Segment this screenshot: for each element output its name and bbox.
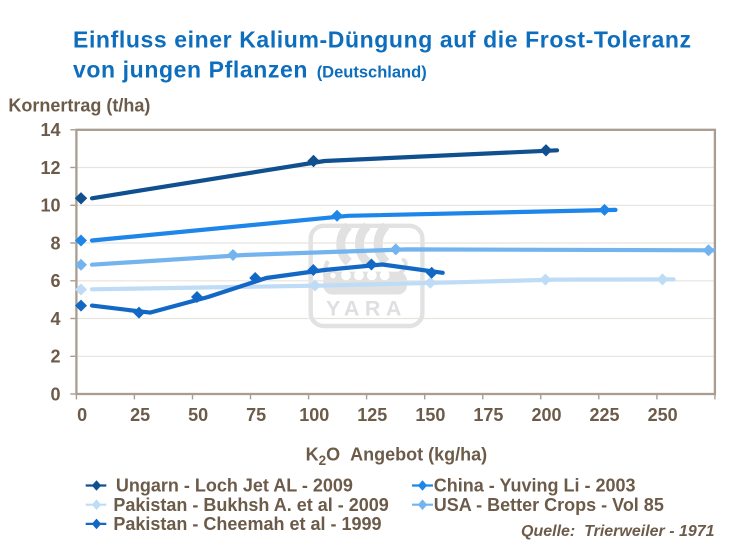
svg-text:China - Yuving Li - 2003: China - Yuving Li - 2003 [434,476,636,496]
svg-text:75: 75 [246,405,266,425]
svg-text:14: 14 [40,120,60,140]
svg-text:12: 12 [40,158,60,178]
svg-text:200: 200 [531,405,561,425]
svg-text:125: 125 [357,405,387,425]
svg-text:10: 10 [40,196,60,216]
svg-text:2: 2 [50,347,60,367]
svg-text:Kornertrag (t/ha): Kornertrag (t/ha) [8,96,150,116]
svg-text:0: 0 [50,384,60,404]
svg-text:YARA: YARA [326,296,407,320]
svg-text:25: 25 [130,405,150,425]
svg-text:Pakistan - Bukhsh A. et al - 2: Pakistan - Bukhsh A. et al - 2009 [113,495,388,515]
svg-text:100: 100 [299,405,329,425]
svg-text:0: 0 [77,405,87,425]
svg-text:8: 8 [50,233,60,253]
svg-text:50: 50 [188,405,208,425]
svg-text:175: 175 [473,405,503,425]
svg-text:250: 250 [648,405,678,425]
svg-text:Quelle: Trierweiler - 1971: Quelle: Trierweiler - 1971 [521,523,715,540]
svg-text:225: 225 [589,405,619,425]
svg-text:Ungarn - Loch Jet AL - 2009: Ungarn - Loch Jet AL - 2009 [116,476,353,496]
svg-text:K2O Angebot (kg/ha): K2O Angebot (kg/ha) [306,445,488,469]
svg-text:von jungen Pflanzen: von jungen Pflanzen [73,57,308,83]
svg-text:Einfluss einer Kalium-Düngung: Einfluss einer Kalium-Düngung auf die Fr… [73,27,692,53]
svg-text:Pakistan - Cheemah et al - 199: Pakistan - Cheemah et al - 1999 [113,514,381,534]
svg-text:150: 150 [415,405,445,425]
svg-text:(Deutschland): (Deutschland) [317,64,427,82]
svg-text:USA - Better Crops - Vol 85: USA - Better Crops - Vol 85 [434,495,664,515]
svg-text:4: 4 [50,309,60,329]
svg-text:6: 6 [50,271,60,291]
